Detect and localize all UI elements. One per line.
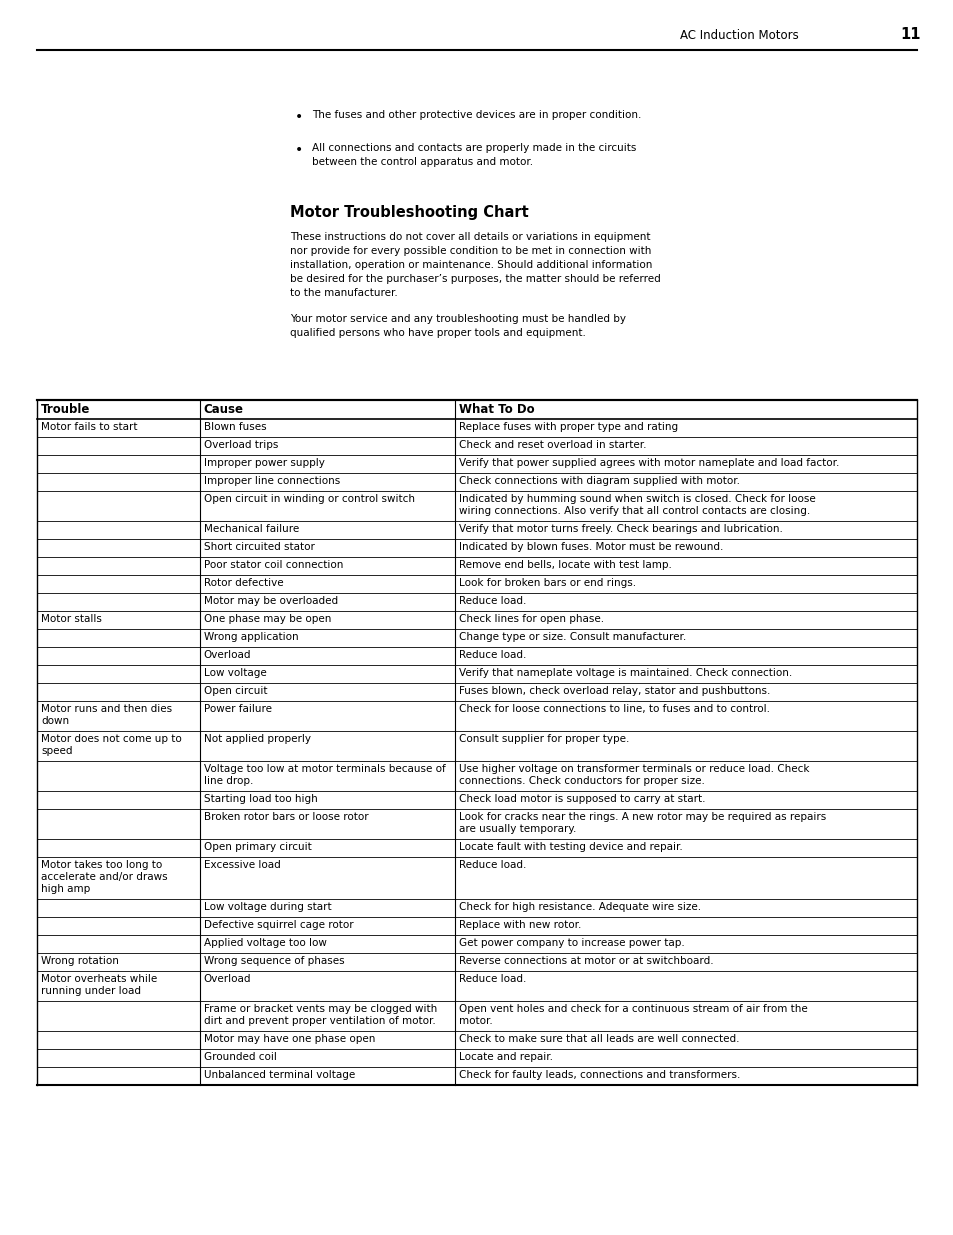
Text: Get power company to increase power tap.: Get power company to increase power tap. xyxy=(458,939,684,948)
Text: Motor runs and then dies: Motor runs and then dies xyxy=(41,704,172,714)
Text: Consult supplier for proper type.: Consult supplier for proper type. xyxy=(458,734,629,743)
Text: Not applied properly: Not applied properly xyxy=(204,734,311,743)
Text: Grounded coil: Grounded coil xyxy=(204,1052,276,1062)
Text: Cause: Cause xyxy=(204,403,244,416)
Text: line drop.: line drop. xyxy=(204,776,253,785)
Text: installation, operation or maintenance. Should additional information: installation, operation or maintenance. … xyxy=(290,261,652,270)
Text: Verify that power supplied agrees with motor nameplate and load factor.: Verify that power supplied agrees with m… xyxy=(458,458,839,468)
Text: Overload: Overload xyxy=(204,974,251,984)
Text: Short circuited stator: Short circuited stator xyxy=(204,542,314,552)
Text: Open primary circuit: Open primary circuit xyxy=(204,842,312,852)
Text: Blown fuses: Blown fuses xyxy=(204,422,266,432)
Text: be desired for the purchaser’s purposes, the matter should be referred: be desired for the purchaser’s purposes,… xyxy=(290,274,660,284)
Text: Check for faulty leads, connections and transformers.: Check for faulty leads, connections and … xyxy=(458,1070,740,1079)
Text: Open circuit in winding or control switch: Open circuit in winding or control switc… xyxy=(204,494,415,504)
Text: Your motor service and any troubleshooting must be handled by: Your motor service and any troubleshooti… xyxy=(290,314,625,324)
Text: Check load motor is supposed to carry at start.: Check load motor is supposed to carry at… xyxy=(458,794,705,804)
Text: Check for loose connections to line, to fuses and to control.: Check for loose connections to line, to … xyxy=(458,704,769,714)
Text: Motor Troubleshooting Chart: Motor Troubleshooting Chart xyxy=(290,205,528,220)
Text: 11: 11 xyxy=(899,27,920,42)
Text: Check lines for open phase.: Check lines for open phase. xyxy=(458,614,603,624)
Text: Locate and repair.: Locate and repair. xyxy=(458,1052,553,1062)
Text: Replace fuses with proper type and rating: Replace fuses with proper type and ratin… xyxy=(458,422,678,432)
Text: Locate fault with testing device and repair.: Locate fault with testing device and rep… xyxy=(458,842,682,852)
Text: Check and reset overload in starter.: Check and reset overload in starter. xyxy=(458,440,646,450)
Text: Reduce load.: Reduce load. xyxy=(458,650,526,659)
Text: Mechanical failure: Mechanical failure xyxy=(204,524,298,534)
Text: Improper power supply: Improper power supply xyxy=(204,458,324,468)
Text: Look for cracks near the rings. A new rotor may be required as repairs: Look for cracks near the rings. A new ro… xyxy=(458,811,825,823)
Text: Overload trips: Overload trips xyxy=(204,440,278,450)
Text: Use higher voltage on transformer terminals or reduce load. Check: Use higher voltage on transformer termin… xyxy=(458,764,809,774)
Text: Wrong rotation: Wrong rotation xyxy=(41,956,119,966)
Text: AC Induction Motors: AC Induction Motors xyxy=(679,28,798,42)
Text: All connections and contacts are properly made in the circuits: All connections and contacts are properl… xyxy=(312,143,636,153)
Text: Rotor defective: Rotor defective xyxy=(204,578,283,588)
Text: Indicated by humming sound when switch is closed. Check for loose: Indicated by humming sound when switch i… xyxy=(458,494,815,504)
Text: Verify that motor turns freely. Check bearings and lubrication.: Verify that motor turns freely. Check be… xyxy=(458,524,782,534)
Text: Check connections with diagram supplied with motor.: Check connections with diagram supplied … xyxy=(458,475,740,487)
Text: Open vent holes and check for a continuous stream of air from the: Open vent holes and check for a continuo… xyxy=(458,1004,807,1014)
Text: nor provide for every possible condition to be met in connection with: nor provide for every possible condition… xyxy=(290,246,651,256)
Text: Unbalanced terminal voltage: Unbalanced terminal voltage xyxy=(204,1070,355,1079)
Text: qualified persons who have proper tools and equipment.: qualified persons who have proper tools … xyxy=(290,329,585,338)
Text: Look for broken bars or end rings.: Look for broken bars or end rings. xyxy=(458,578,636,588)
Text: to the manufacturer.: to the manufacturer. xyxy=(290,288,397,298)
Text: Check to make sure that all leads are well connected.: Check to make sure that all leads are we… xyxy=(458,1034,739,1044)
Text: Power failure: Power failure xyxy=(204,704,272,714)
Text: •: • xyxy=(294,110,303,124)
Text: Motor does not come up to: Motor does not come up to xyxy=(41,734,182,743)
Text: high amp: high amp xyxy=(41,884,91,894)
Text: Verify that nameplate voltage is maintained. Check connection.: Verify that nameplate voltage is maintai… xyxy=(458,668,791,678)
Text: The fuses and other protective devices are in proper condition.: The fuses and other protective devices a… xyxy=(312,110,640,120)
Text: accelerate and/or draws: accelerate and/or draws xyxy=(41,872,168,882)
Text: Check for high resistance. Adequate wire size.: Check for high resistance. Adequate wire… xyxy=(458,902,700,911)
Text: Low voltage: Low voltage xyxy=(204,668,266,678)
Text: Reverse connections at motor or at switchboard.: Reverse connections at motor or at switc… xyxy=(458,956,713,966)
Text: Excessive load: Excessive load xyxy=(204,860,280,869)
Text: Frame or bracket vents may be clogged with: Frame or bracket vents may be clogged wi… xyxy=(204,1004,436,1014)
Text: Reduce load.: Reduce load. xyxy=(458,597,526,606)
Text: Trouble: Trouble xyxy=(41,403,91,416)
Text: Applied voltage too low: Applied voltage too low xyxy=(204,939,326,948)
Text: Reduce load.: Reduce load. xyxy=(458,974,526,984)
Text: wiring connections. Also verify that all control contacts are closing.: wiring connections. Also verify that all… xyxy=(458,506,809,516)
Text: speed: speed xyxy=(41,746,72,756)
Text: motor.: motor. xyxy=(458,1016,493,1026)
Text: connections. Check conductors for proper size.: connections. Check conductors for proper… xyxy=(458,776,704,785)
Text: down: down xyxy=(41,716,69,726)
Text: One phase may be open: One phase may be open xyxy=(204,614,331,624)
Text: Poor stator coil connection: Poor stator coil connection xyxy=(204,559,343,571)
Text: Voltage too low at motor terminals because of: Voltage too low at motor terminals becau… xyxy=(204,764,445,774)
Text: Motor overheats while: Motor overheats while xyxy=(41,974,157,984)
Text: Indicated by blown fuses. Motor must be rewound.: Indicated by blown fuses. Motor must be … xyxy=(458,542,722,552)
Text: Defective squirrel cage rotor: Defective squirrel cage rotor xyxy=(204,920,353,930)
Text: between the control apparatus and motor.: between the control apparatus and motor. xyxy=(312,157,533,167)
Text: are usually temporary.: are usually temporary. xyxy=(458,824,576,834)
Text: Starting load too high: Starting load too high xyxy=(204,794,317,804)
Text: These instructions do not cover all details or variations in equipment: These instructions do not cover all deta… xyxy=(290,232,650,242)
Text: Motor may have one phase open: Motor may have one phase open xyxy=(204,1034,375,1044)
Text: Wrong sequence of phases: Wrong sequence of phases xyxy=(204,956,344,966)
Text: Motor stalls: Motor stalls xyxy=(41,614,102,624)
Text: Change type or size. Consult manufacturer.: Change type or size. Consult manufacture… xyxy=(458,632,685,642)
Text: Reduce load.: Reduce load. xyxy=(458,860,526,869)
Text: Improper line connections: Improper line connections xyxy=(204,475,339,487)
Text: Low voltage during start: Low voltage during start xyxy=(204,902,331,911)
Text: Replace with new rotor.: Replace with new rotor. xyxy=(458,920,580,930)
Text: Motor fails to start: Motor fails to start xyxy=(41,422,137,432)
Text: Open circuit: Open circuit xyxy=(204,685,267,697)
Text: •: • xyxy=(294,143,303,157)
Text: Wrong application: Wrong application xyxy=(204,632,298,642)
Text: Broken rotor bars or loose rotor: Broken rotor bars or loose rotor xyxy=(204,811,368,823)
Text: Fuses blown, check overload relay, stator and pushbuttons.: Fuses blown, check overload relay, stato… xyxy=(458,685,770,697)
Text: running under load: running under load xyxy=(41,986,141,995)
Text: dirt and prevent proper ventilation of motor.: dirt and prevent proper ventilation of m… xyxy=(204,1016,436,1026)
Text: What To Do: What To Do xyxy=(458,403,534,416)
Text: Motor takes too long to: Motor takes too long to xyxy=(41,860,162,869)
Text: Overload: Overload xyxy=(204,650,251,659)
Text: Remove end bells, locate with test lamp.: Remove end bells, locate with test lamp. xyxy=(458,559,671,571)
Text: Motor may be overloaded: Motor may be overloaded xyxy=(204,597,337,606)
